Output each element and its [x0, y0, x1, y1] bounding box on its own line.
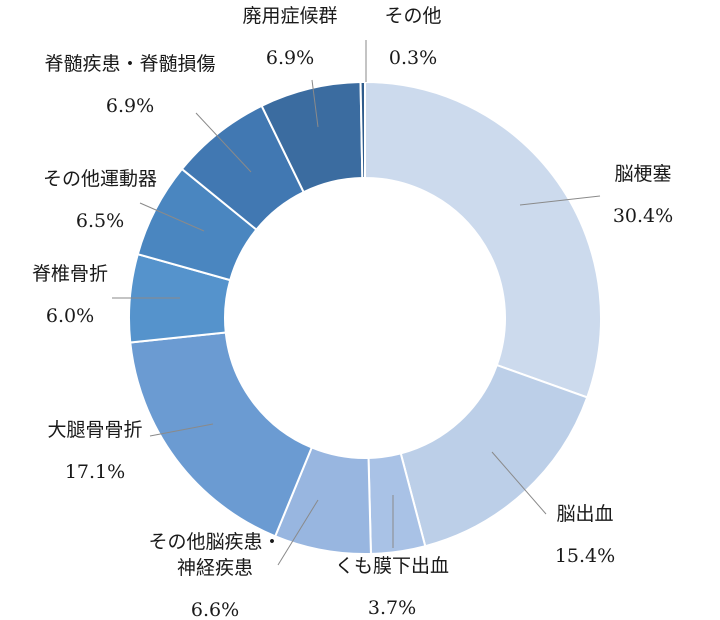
slice-percent-label: 6.9%	[266, 47, 314, 69]
slice-category-label: 脊椎骨折	[32, 263, 108, 285]
slice-percent-label: 6.9%	[106, 95, 154, 117]
slice-category-label: 廃用症候群	[242, 5, 337, 27]
slice-percent-label: 6.5%	[76, 210, 124, 232]
slice-category-label: 大腿骨骨折	[47, 419, 142, 441]
leader-line	[195, 112, 252, 173]
slice-category-label: 脊髄疾患・脊髄損傷	[44, 53, 215, 75]
slice-percent-label: 17.1%	[65, 461, 125, 483]
slice-percent-label: 6.6%	[191, 599, 239, 620]
leader-lines-group	[112, 40, 601, 566]
slice-category-label: 脳出血	[556, 503, 613, 525]
slice-percent-label: 6.0%	[46, 305, 94, 327]
slice-percent-label: 15.4%	[555, 545, 615, 567]
slice-percent-label: 3.7%	[368, 597, 416, 619]
labels-group: 脳梗塞 30.4% 脳出血 15.4% くも膜下出血 3.7% その他脳疾患・神経疾患 6.6…	[32, 5, 673, 620]
slice-percent-label: 30.4%	[613, 205, 673, 227]
leader-line	[519, 195, 601, 206]
leader-line	[139, 202, 205, 232]
slice-percent-label: 0.3%	[389, 47, 437, 69]
slice-category-label: その他運動器	[43, 168, 157, 190]
slice-category-label: 脳梗塞	[614, 163, 671, 185]
slice-category-label: その他	[384, 5, 441, 27]
slice-category-label: くも膜下出血	[335, 555, 449, 577]
slice-category-label: 神経疾患	[177, 557, 253, 579]
leader-line	[277, 499, 319, 566]
leader-line	[311, 79, 319, 128]
leader-line	[149, 423, 214, 437]
slice-category-label: その他脳疾患・	[148, 531, 281, 553]
donut-slice	[364, 80, 602, 399]
slices-group	[128, 80, 602, 555]
leader-line	[491, 451, 547, 515]
donut-slice	[359, 80, 366, 180]
